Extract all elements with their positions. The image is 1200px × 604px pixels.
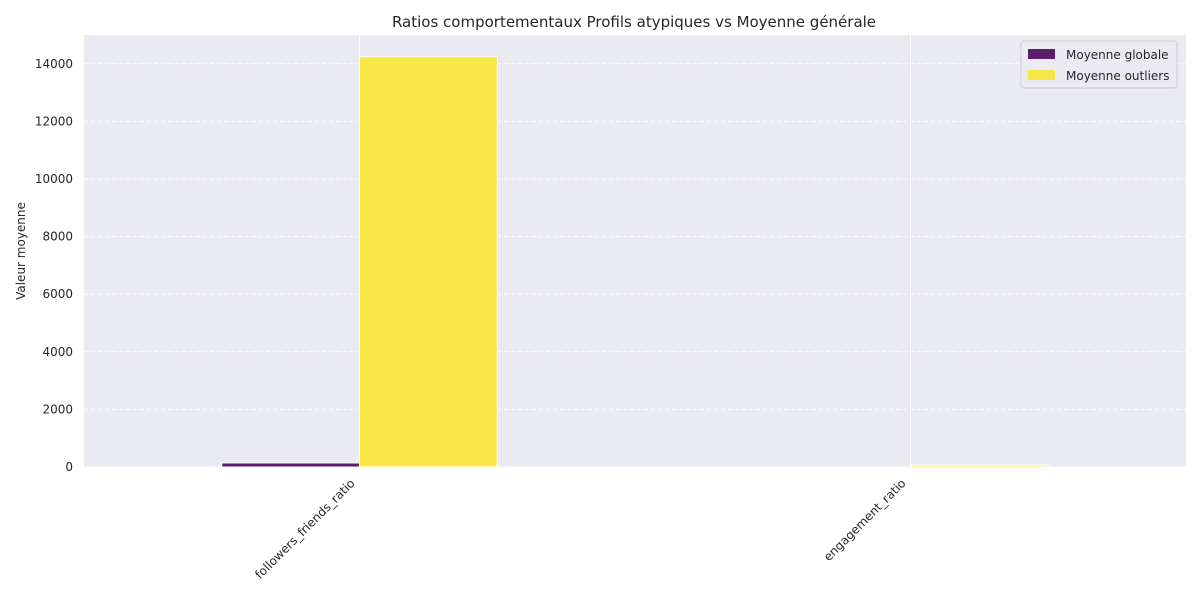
x-tick-label: engagement_ratio bbox=[821, 476, 909, 564]
x-axis-ticks: followers_friends_ratio engagement_ratio bbox=[252, 476, 908, 581]
y-tick-label: 4000 bbox=[42, 345, 73, 359]
bar-moyenne-outliers-engagement-ratio bbox=[911, 465, 1049, 467]
chart-title: Ratios comportementaux Profils atypiques… bbox=[392, 13, 876, 31]
legend-label-moyenne-outliers: Moyenne outliers bbox=[1066, 69, 1169, 83]
bar-moyenne-globale-followers-friends-ratio bbox=[222, 463, 360, 467]
y-axis-label: Valeur moyenne bbox=[14, 202, 28, 300]
x-tick-label: followers_friends_ratio bbox=[252, 476, 357, 581]
y-tick-label: 10000 bbox=[35, 172, 73, 186]
legend-swatch-moyenne-outliers bbox=[1028, 70, 1055, 80]
y-axis-ticks: 0 2000 4000 6000 8000 10000 12000 14000 bbox=[35, 57, 73, 474]
legend: Moyenne globale Moyenne outliers bbox=[1021, 41, 1177, 88]
y-tick-label: 8000 bbox=[42, 230, 73, 244]
y-tick-label: 2000 bbox=[42, 402, 73, 416]
legend-label-moyenne-globale: Moyenne globale bbox=[1066, 48, 1169, 62]
plot-area bbox=[84, 35, 1186, 467]
y-tick-label: 6000 bbox=[42, 287, 73, 301]
legend-swatch-moyenne-globale bbox=[1028, 49, 1055, 59]
y-tick-label: 12000 bbox=[35, 114, 73, 128]
bar-moyenne-outliers-followers-friends-ratio bbox=[360, 57, 498, 467]
y-tick-label: 14000 bbox=[35, 57, 73, 71]
y-tick-label: 0 bbox=[65, 460, 73, 474]
